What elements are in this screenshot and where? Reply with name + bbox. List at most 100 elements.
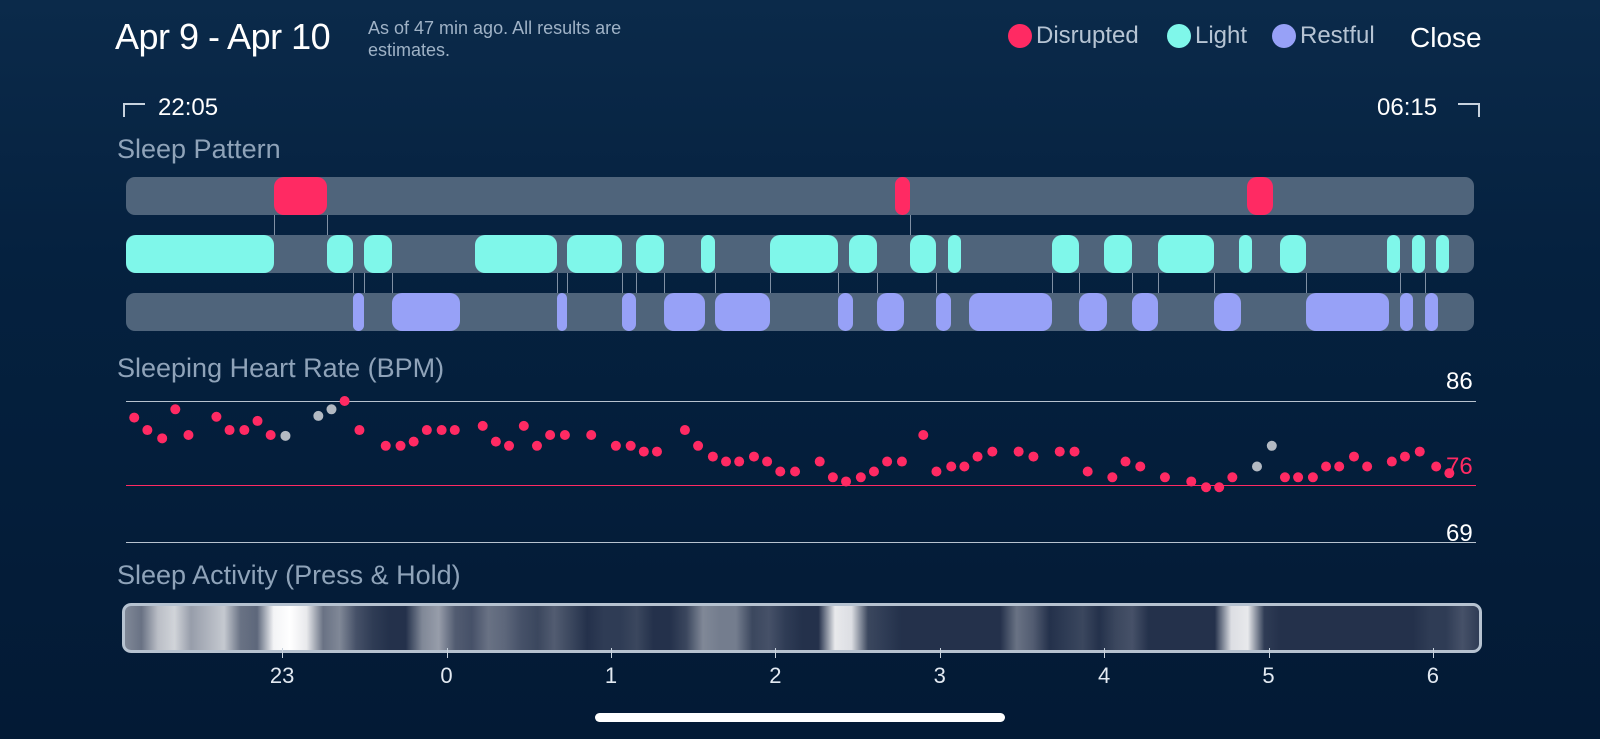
stage-transition-line — [936, 273, 937, 293]
heart-rate-point — [972, 451, 983, 462]
light-segment — [849, 235, 878, 273]
heart-rate-point — [586, 430, 597, 441]
heart-rate-point — [775, 466, 786, 477]
axis-tick — [1432, 648, 1434, 658]
stage-transition-line — [1158, 273, 1159, 293]
heart-rate-point — [545, 430, 556, 441]
max-bpm-label: 86 — [1446, 368, 1473, 395]
heart-rate-point — [1444, 468, 1455, 479]
light-segment — [770, 235, 838, 273]
axis-tick — [282, 648, 284, 658]
heart-rate-point — [1362, 461, 1373, 472]
heart-rate-point — [762, 456, 773, 467]
restful-segment — [622, 293, 636, 331]
restful-segment — [714, 293, 771, 331]
heart-rate-point — [490, 436, 501, 447]
stage-transition-line — [770, 273, 771, 293]
light-segment — [126, 235, 274, 273]
light-segment — [1238, 235, 1253, 273]
heart-rate-point — [1214, 482, 1225, 493]
heart-rate-point — [855, 472, 866, 483]
page-title: Apr 9 - Apr 10 — [115, 16, 331, 57]
heart-rate-title: Sleeping Heart Rate (BPM) — [117, 353, 445, 383]
end-time: 06:15 — [1377, 94, 1438, 121]
disrupted-segment — [1247, 177, 1274, 215]
stage-transition-line — [1132, 273, 1133, 293]
heart-rate-point — [1386, 456, 1397, 467]
stage-transition-line — [636, 273, 637, 293]
heart-rate-point — [841, 476, 852, 487]
sleep-activity-strip[interactable] — [122, 603, 1482, 653]
axis-tick — [1268, 648, 1270, 658]
legend-label: Restful — [1300, 22, 1375, 49]
stage-transition-line — [715, 273, 716, 293]
stage-transition-line — [353, 273, 354, 293]
light-dot-icon — [1167, 24, 1191, 48]
heart-rate-point — [1135, 461, 1146, 472]
heart-rate-point — [638, 446, 649, 457]
heart-rate-point — [1321, 461, 1332, 472]
axis-tick — [446, 648, 448, 658]
axis-label: 4 — [1097, 663, 1111, 688]
heart-rate-point — [1054, 446, 1065, 457]
light-segment — [1158, 235, 1215, 273]
heart-rate-point — [693, 440, 704, 451]
heart-rate-point — [211, 411, 222, 422]
axis-label: 2 — [769, 663, 782, 688]
heart-rate-point — [518, 420, 529, 431]
restful-segment — [1132, 293, 1159, 331]
close-button[interactable]: Close — [1410, 22, 1482, 53]
heart-rate-point — [224, 425, 235, 436]
heart-rate-point — [748, 451, 759, 462]
heart-rate-point — [1082, 466, 1093, 477]
legend-label: Light — [1195, 22, 1248, 49]
axis-label: 1 — [604, 663, 618, 688]
heart-rate-point — [129, 412, 140, 423]
stage-transition-line — [1052, 273, 1053, 293]
axis-label: 3 — [933, 663, 946, 688]
heart-rate-point — [679, 425, 690, 436]
legend-label: Disrupted — [1036, 22, 1139, 49]
heart-rate-point — [504, 440, 515, 451]
heart-rate-point — [1227, 472, 1238, 483]
restful-segment — [556, 293, 567, 331]
stage-transition-line — [327, 215, 328, 235]
disrupted-track — [126, 177, 1474, 215]
heart-rate-point — [790, 466, 801, 477]
disrupted-dot-icon — [1008, 24, 1032, 48]
heart-rate-point — [651, 446, 662, 457]
restful-dot-icon — [1272, 24, 1296, 48]
heart-rate-point — [408, 436, 419, 447]
heart-rate-point — [707, 451, 718, 462]
axis-tick — [610, 648, 612, 658]
heart-rate-point — [1399, 451, 1410, 462]
heart-rate-point — [395, 440, 406, 451]
heart-rate-point — [1307, 472, 1318, 483]
heart-rate-point — [1266, 440, 1277, 451]
heart-rate-point — [1348, 451, 1359, 462]
heart-rate-point — [183, 430, 194, 441]
heart-rate-point — [896, 456, 907, 467]
stage-transition-line — [877, 273, 878, 293]
heart-rate-point — [477, 420, 488, 431]
heart-rate-point — [380, 440, 391, 451]
start-time: 22:05 — [158, 94, 219, 121]
restful-segment — [663, 293, 705, 331]
stage-transition-line — [1306, 273, 1307, 293]
restful-segment — [969, 293, 1052, 331]
heart-rate-point — [326, 404, 337, 415]
home-indicator[interactable] — [595, 713, 1005, 722]
restful-segment — [352, 293, 365, 331]
axis-label: 6 — [1426, 663, 1440, 688]
heart-rate-point — [721, 456, 732, 467]
restful-segment — [936, 293, 952, 331]
avg-line — [126, 485, 1476, 486]
restful-track — [126, 293, 1474, 331]
heart-rate-point — [1334, 461, 1345, 472]
heart-rate-point — [1159, 472, 1170, 483]
stage-transition-line — [910, 215, 911, 235]
heart-rate-point — [946, 461, 957, 472]
heart-rate-point — [280, 430, 291, 441]
min-line — [126, 542, 1476, 543]
sleep-pattern-title: Sleep Pattern — [117, 134, 281, 164]
